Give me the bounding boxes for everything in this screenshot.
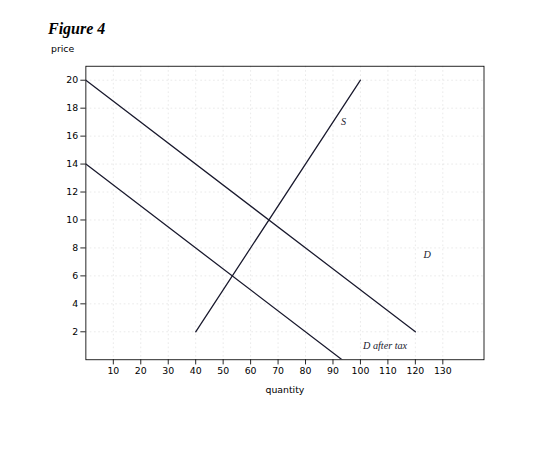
svg-text:20: 20 <box>135 365 147 376</box>
svg-text:price: price <box>51 43 75 54</box>
svg-text:18: 18 <box>66 102 78 113</box>
svg-text:130: 130 <box>434 365 452 376</box>
svg-text:10: 10 <box>66 214 78 225</box>
svg-text:110: 110 <box>379 365 397 376</box>
svg-text:16: 16 <box>66 130 78 141</box>
svg-text:10: 10 <box>107 365 119 376</box>
svg-text:12: 12 <box>66 186 78 197</box>
svg-text:40: 40 <box>190 365 202 376</box>
svg-text:D: D <box>422 249 431 260</box>
html-text:Figure 4: Figure 4 <box>48 20 106 37</box>
svg-text:30: 30 <box>162 365 174 376</box>
svg-text:50: 50 <box>217 365 229 376</box>
svg-text:70: 70 <box>272 365 284 376</box>
svg-text:120: 120 <box>406 365 424 376</box>
svg-text:quantity: quantity <box>265 384 304 395</box>
svg-text:D after tax: D after tax <box>362 340 408 351</box>
svg-text:S: S <box>341 116 346 127</box>
svg-text:6: 6 <box>72 270 78 281</box>
svg-text:8: 8 <box>72 242 78 253</box>
svg-text:20: 20 <box>66 74 78 85</box>
svg-text:2: 2 <box>72 326 78 337</box>
svg-text:60: 60 <box>245 365 257 376</box>
svg-text:100: 100 <box>352 365 370 376</box>
svg-text:4: 4 <box>72 298 78 309</box>
svg-text:90: 90 <box>327 365 339 376</box>
svg-text:14: 14 <box>66 158 78 169</box>
svg-text:80: 80 <box>300 365 312 376</box>
